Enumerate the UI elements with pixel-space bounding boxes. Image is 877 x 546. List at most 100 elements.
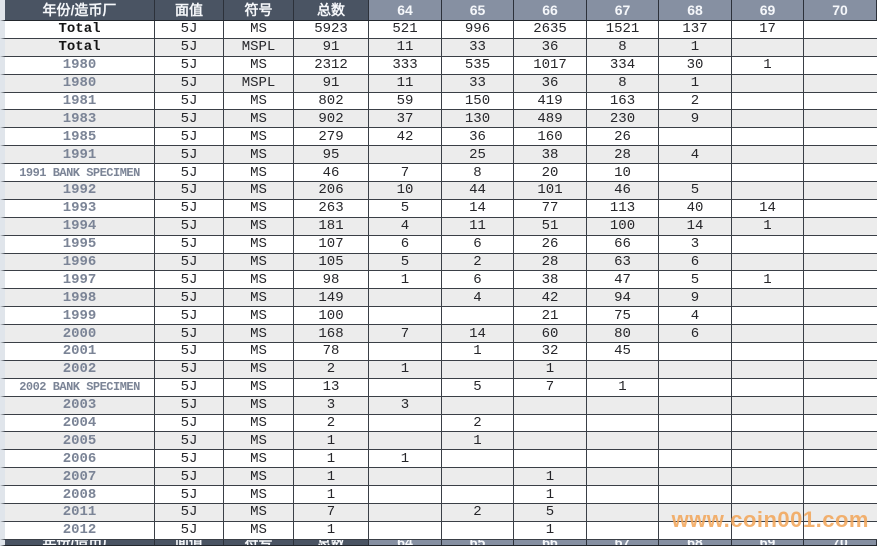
count-cell: 5923 bbox=[294, 21, 369, 38]
count-cell bbox=[369, 521, 442, 539]
count-cell: 1 bbox=[442, 432, 514, 450]
year-link-cell[interactable]: 1997 bbox=[5, 271, 155, 289]
year-link-cell[interactable]: 1992 bbox=[5, 182, 155, 199]
table-row: 2003 5J MS 3 3 bbox=[0, 396, 877, 415]
year-link-cell[interactable]: 1999 bbox=[5, 307, 155, 325]
year-link-cell[interactable]: 1991 BANK SPECIMEN bbox=[5, 164, 155, 182]
count-cell bbox=[804, 93, 877, 110]
count-cell bbox=[804, 128, 877, 145]
count-cell: 26 bbox=[587, 128, 659, 146]
count-cell: 5J bbox=[155, 182, 224, 199]
year-link-cell[interactable]: 1998 bbox=[5, 289, 155, 307]
count-cell: 5J bbox=[155, 271, 224, 289]
year-link-cell[interactable]: 1996 bbox=[5, 253, 155, 271]
count-cell: 66 bbox=[587, 235, 659, 253]
year-link-cell[interactable]: 2012 bbox=[5, 521, 155, 539]
year-link-cell[interactable]: 2003 bbox=[5, 396, 155, 414]
year-link-cell[interactable]: 2004 bbox=[5, 414, 155, 432]
count-cell: 3 bbox=[294, 396, 369, 414]
count-cell: 1 bbox=[294, 450, 369, 468]
count-cell: 5J bbox=[155, 289, 224, 307]
count-cell: 7 bbox=[514, 378, 587, 396]
count-cell bbox=[732, 164, 804, 182]
count-cell bbox=[732, 378, 804, 396]
count-cell: 2 bbox=[294, 360, 369, 378]
year-link-cell[interactable]: 2000 bbox=[5, 325, 155, 343]
year-link-cell[interactable]: 1993 bbox=[5, 199, 155, 217]
count-cell: 5J bbox=[155, 146, 224, 164]
count-cell: 11 bbox=[369, 74, 442, 92]
count-cell: 5J bbox=[155, 486, 224, 504]
count-cell: 1 bbox=[659, 74, 732, 92]
count-cell: 4 bbox=[442, 289, 514, 307]
count-cell bbox=[732, 38, 804, 56]
count-cell: 36 bbox=[514, 74, 587, 92]
year-link-cell[interactable]: 1991 bbox=[5, 146, 155, 164]
year-link-cell[interactable]: 1994 bbox=[5, 217, 155, 235]
count-cell bbox=[732, 468, 804, 486]
count-cell bbox=[369, 343, 442, 360]
count-cell: 521 bbox=[369, 21, 442, 38]
count-cell bbox=[804, 182, 877, 199]
year-link-cell[interactable]: 2005 bbox=[5, 432, 155, 450]
count-cell: 5J bbox=[155, 21, 224, 38]
count-cell: 14 bbox=[659, 217, 732, 235]
year-link-cell[interactable]: 2002 BANK SPECIMEN bbox=[5, 378, 155, 396]
count-cell: MS bbox=[224, 146, 294, 164]
count-cell: 5J bbox=[155, 521, 224, 539]
count-cell: 11 bbox=[369, 38, 442, 56]
count-cell: 59 bbox=[369, 92, 442, 110]
count-cell bbox=[369, 432, 442, 450]
count-cell bbox=[732, 74, 804, 92]
count-cell: 2 bbox=[659, 92, 732, 110]
count-cell: 1 bbox=[514, 468, 587, 486]
count-cell: 489 bbox=[514, 110, 587, 128]
count-cell: 63 bbox=[587, 253, 659, 271]
column-header-grade-69: 69 bbox=[732, 539, 804, 545]
column-header-symbol: 符号 bbox=[224, 539, 294, 545]
count-cell bbox=[804, 21, 877, 38]
count-cell: 25 bbox=[442, 146, 514, 164]
count-cell: 160 bbox=[514, 128, 587, 146]
count-cell: 77 bbox=[514, 199, 587, 217]
year-link-cell[interactable]: 1980 bbox=[5, 74, 155, 92]
count-cell bbox=[804, 325, 877, 342]
table-row: 1991 5J MS 95 25 38 28 4 bbox=[0, 146, 877, 165]
year-link-cell[interactable]: 1983 bbox=[5, 110, 155, 128]
count-cell: 4 bbox=[659, 146, 732, 164]
table-row: 1980 5J MSPL 91 11 33 36 8 1 bbox=[0, 74, 877, 93]
count-cell bbox=[804, 218, 877, 235]
count-cell bbox=[659, 468, 732, 486]
count-cell: 33 bbox=[442, 74, 514, 92]
count-cell: 105 bbox=[294, 253, 369, 271]
year-link-cell[interactable]: 1985 bbox=[5, 128, 155, 146]
count-cell bbox=[587, 360, 659, 378]
count-cell: 5J bbox=[155, 56, 224, 74]
count-cell: 47 bbox=[587, 271, 659, 289]
table-row: 1994 5J MS 181 4 11 51 100 14 1 bbox=[0, 217, 877, 236]
count-cell: 91 bbox=[294, 38, 369, 56]
count-cell: 1 bbox=[294, 432, 369, 450]
count-cell bbox=[732, 486, 804, 504]
year-link-cell[interactable]: 1981 bbox=[5, 92, 155, 110]
count-cell bbox=[804, 432, 877, 449]
count-cell: 7 bbox=[369, 325, 442, 343]
year-link-cell[interactable]: 2001 bbox=[5, 343, 155, 360]
year-link-cell[interactable]: 1995 bbox=[5, 235, 155, 253]
count-cell bbox=[804, 397, 877, 414]
count-cell: 75 bbox=[587, 307, 659, 325]
count-cell bbox=[804, 343, 877, 360]
year-link-cell[interactable]: 1980 bbox=[5, 56, 155, 74]
year-link-cell[interactable]: 2007 bbox=[5, 468, 155, 486]
count-cell: 42 bbox=[514, 289, 587, 307]
count-cell bbox=[369, 504, 442, 521]
count-cell: 149 bbox=[294, 289, 369, 307]
year-link-cell[interactable]: 2008 bbox=[5, 486, 155, 504]
count-cell bbox=[732, 343, 804, 360]
count-cell: 802 bbox=[294, 92, 369, 110]
year-link-cell[interactable]: 2002 bbox=[5, 360, 155, 378]
year-link-cell[interactable]: 2011 bbox=[5, 504, 155, 521]
year-link-cell[interactable]: 2006 bbox=[5, 450, 155, 468]
